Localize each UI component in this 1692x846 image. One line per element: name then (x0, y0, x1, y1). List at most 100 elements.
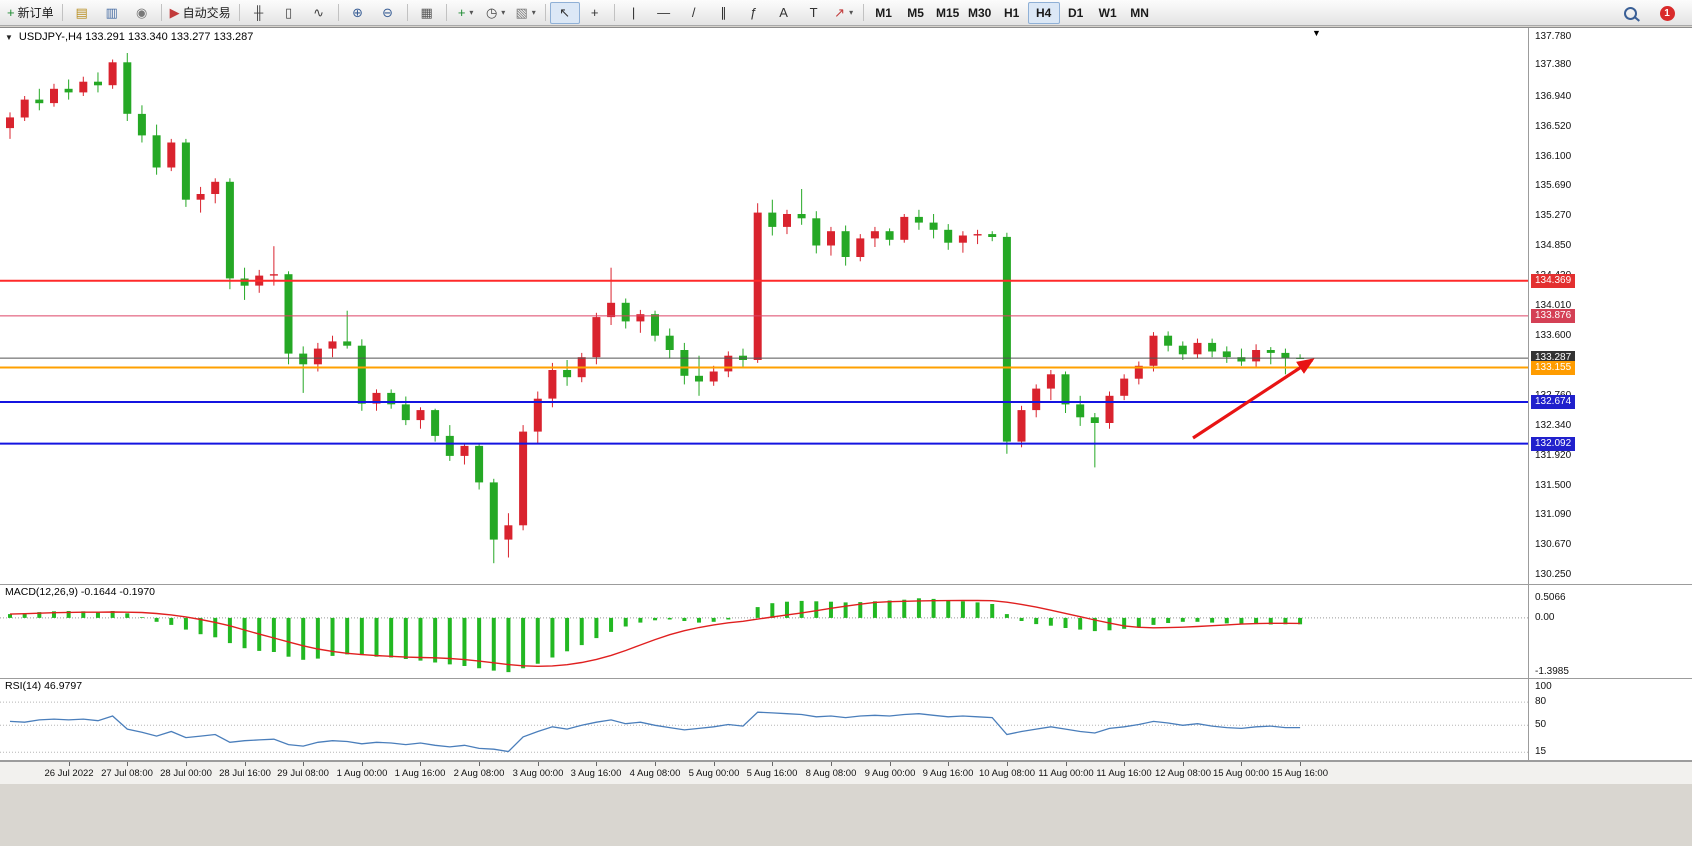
candle (181, 138, 190, 207)
time-label: 29 Jul 08:00 (277, 768, 329, 779)
macd-tick-label: 0.00 (1535, 612, 1555, 623)
toolbar-separator (238, 4, 240, 21)
zoom-out-button[interactable]: ⊖ (373, 2, 403, 24)
market-watch-button[interactable]: ◉ (127, 2, 157, 24)
price-panel[interactable]: 137.780 137.380 136.940 136.520 136.100 135.6… (0, 28, 1692, 585)
one-click-trading-toggle-icon[interactable]: ▼ (5, 32, 13, 42)
data-window-button[interactable]: ▥ (97, 2, 127, 24)
channel-button[interactable]: ∥ (709, 2, 739, 24)
tf-m30-button[interactable]: M30 (964, 2, 996, 24)
price-level-badge: 133.155 (1531, 361, 1576, 375)
autotrading-button[interactable]: ▶ 自动交易 (166, 2, 235, 24)
time-tick (1300, 762, 1301, 766)
rsi-tick-label: 100 (1535, 681, 1552, 692)
fibonacci-button[interactable]: ƒ (739, 2, 769, 24)
line-chart-button[interactable]: ∿ (304, 2, 334, 24)
rsi-panel[interactable]: 100 80 50 15 RSI(14) 46.9797 (0, 679, 1692, 761)
notifications-badge[interactable]: 1 (1652, 2, 1682, 24)
indicators-button[interactable]: + ▾ (451, 2, 481, 24)
vertical-line-icon: | (631, 5, 636, 20)
candle (973, 229, 982, 245)
label-button[interactable]: T (799, 2, 829, 24)
time-tick (714, 762, 715, 766)
tf-m1-button-label: M1 (875, 5, 892, 20)
candle (988, 231, 997, 242)
candlestick-button[interactable]: ▯ (274, 2, 304, 24)
tf-h1-button[interactable]: H1 (996, 2, 1028, 24)
tf-d1-button[interactable]: D1 (1060, 2, 1092, 24)
candle (680, 342, 689, 385)
new-order-icon: + (7, 5, 15, 20)
time-label: 26 Jul 2022 (44, 768, 94, 779)
candle (357, 339, 366, 411)
tf-m5-button[interactable]: M5 (900, 2, 932, 24)
time-label: 11 Aug 00:00 (1038, 768, 1094, 779)
tf-m1-button[interactable]: M1 (868, 2, 900, 24)
vertical-line-button[interactable]: | (619, 2, 649, 24)
tf-w1-button[interactable]: W1 (1092, 2, 1124, 24)
time-label: 9 Aug 00:00 (864, 768, 916, 779)
tf-h4-button[interactable]: H4 (1027, 1, 1060, 24)
text-button[interactable]: A (769, 2, 799, 24)
time-tick (303, 762, 304, 766)
time-tick (948, 762, 949, 766)
dropdown-caret-icon: ▾ (849, 8, 854, 17)
time-tick (186, 762, 187, 766)
time-label: 15 Aug 00:00 (1213, 768, 1269, 779)
line-chart-icon: ∿ (313, 5, 325, 20)
horizontal-line-button[interactable]: — (649, 2, 679, 24)
time-label: 5 Aug 16:00 (746, 768, 798, 779)
zoom-in-button[interactable]: ⊕ (343, 2, 373, 24)
tf-mn-button[interactable]: MN (1124, 2, 1156, 24)
candle (387, 389, 396, 409)
toolbar-separator (406, 4, 408, 21)
candle (548, 362, 557, 408)
bar-chart-button[interactable]: ╫ (244, 2, 274, 24)
price-level-badge: 134.369 (1531, 274, 1576, 288)
cursor-button[interactable]: ↖ (549, 1, 580, 24)
data-window-icon: ▥ (105, 5, 118, 20)
trend-arrow[interactable] (1192, 358, 1315, 440)
candle (519, 425, 528, 531)
time-tick (596, 762, 597, 766)
candle (1105, 391, 1114, 429)
rsi-axis: 100 80 50 15 (1528, 679, 1692, 760)
time-axis[interactable]: 26 Jul 2022 27 Jul 08:00 28 Jul 00:00 28 Ju… (0, 761, 1692, 785)
arrows-button[interactable]: ↗ ▾ (829, 2, 859, 24)
price-tick-label: 135.270 (1535, 210, 1572, 221)
tf-m5-button-label: M5 (907, 5, 924, 20)
price-tick-label: 137.380 (1535, 59, 1572, 70)
cursor-icon: ↖ (559, 5, 571, 20)
candle (592, 312, 601, 365)
crosshair-button[interactable]: + (580, 2, 610, 24)
candle (1252, 344, 1261, 368)
tf-m15-button[interactable]: M15 (932, 2, 964, 24)
tf-h4-button-label: H4 (1035, 5, 1052, 20)
price-axis[interactable]: 137.780 137.380 136.940 136.520 136.100 135.6… (1528, 28, 1692, 584)
time-label: 8 Aug 08:00 (805, 768, 857, 779)
time-tick (127, 762, 128, 766)
macd-panel[interactable]: 0.5066 0.00 -1.3985 MACD(12,26,9) -0.1644 … (0, 585, 1692, 679)
new-order-button[interactable]: + 新订单 (3, 2, 58, 24)
time-label: 2 Aug 08:00 (453, 768, 505, 779)
time-label: 12 Aug 08:00 (1155, 768, 1211, 779)
trendline-button[interactable]: / (679, 2, 709, 24)
candle (827, 226, 835, 256)
time-tick (831, 762, 832, 766)
periods-button[interactable]: ◷ ▾ (481, 2, 511, 24)
chart-shift-marker-icon[interactable]: ▼ (1312, 28, 1321, 38)
charts-button[interactable]: ▤ (67, 2, 97, 24)
time-tick (245, 762, 246, 766)
price-level-badge: 132.092 (1531, 437, 1576, 451)
tile-windows-button[interactable]: ▦ (412, 2, 442, 24)
templates-button[interactable]: ▧ ▾ (511, 2, 541, 24)
symbol-search-button[interactable] (1615, 2, 1645, 24)
time-tick (772, 762, 773, 766)
price-tick-label: 136.520 (1535, 121, 1572, 132)
candle (812, 211, 821, 254)
price-tick-label: 132.340 (1535, 420, 1572, 431)
rsi-tick-label: 15 (1535, 746, 1547, 757)
rsi-line (9, 711, 1301, 753)
chart-title-bar: ▼ USDJPY-,H4 133.291 133.340 133.277 133… (5, 31, 253, 43)
price-chart-canvas[interactable] (0, 28, 1528, 584)
